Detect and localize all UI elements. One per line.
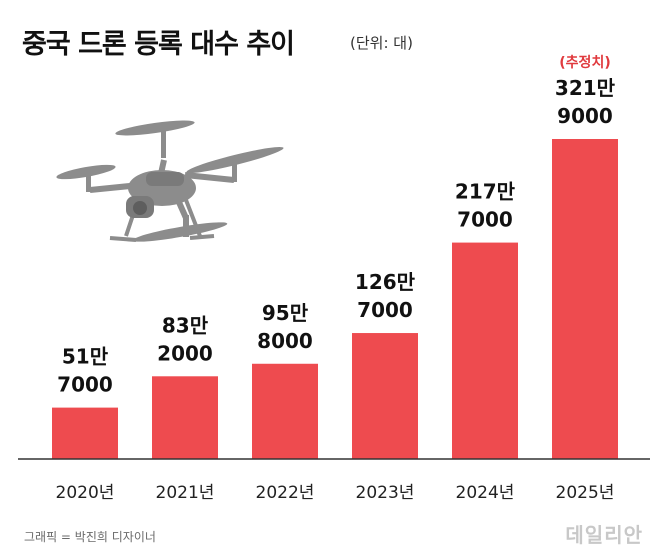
data-label-line1: 217만 — [455, 180, 516, 204]
drone-icon — [56, 120, 284, 242]
chart-title: 중국 드론 등록 대수 추이 — [22, 29, 295, 60]
graphic-credit: 그래픽 = 박진희 디자이너 — [24, 530, 156, 544]
data-label-line2: 9000 — [557, 104, 613, 128]
bar-2024년 — [452, 242, 518, 459]
unit-note: (단위: 대) — [350, 34, 413, 52]
bar-2022년 — [252, 363, 318, 459]
estimate-annotation: (추정치) — [559, 54, 610, 71]
bar-2023년 — [352, 333, 418, 459]
data-label-line2: 7000 — [357, 298, 413, 322]
data-label-line1: 321만 — [555, 76, 616, 100]
bar-2025년 — [552, 139, 618, 459]
x-tick-label: 2021년 — [156, 483, 215, 503]
publisher-logo: 데일리안 — [565, 523, 643, 547]
x-tick-label: 2025년 — [556, 483, 615, 503]
data-label-line2: 7000 — [57, 373, 113, 397]
data-label-line1: 83만 — [162, 313, 209, 337]
data-label-line1: 51만 — [62, 345, 109, 369]
data-label-line2: 8000 — [257, 329, 313, 353]
x-tick-label: 2022년 — [256, 483, 315, 503]
data-label-line2: 2000 — [157, 341, 213, 365]
x-tick-label: 2020년 — [56, 483, 115, 503]
data-label-line1: 95만 — [262, 301, 309, 325]
data-label-line1: 126만 — [355, 270, 416, 294]
x-tick-label: 2023년 — [356, 483, 415, 503]
data-label-line2: 7000 — [457, 208, 513, 232]
bar-2021년 — [152, 376, 218, 459]
bar-2020년 — [52, 407, 118, 459]
x-tick-label: 2024년 — [456, 483, 515, 503]
